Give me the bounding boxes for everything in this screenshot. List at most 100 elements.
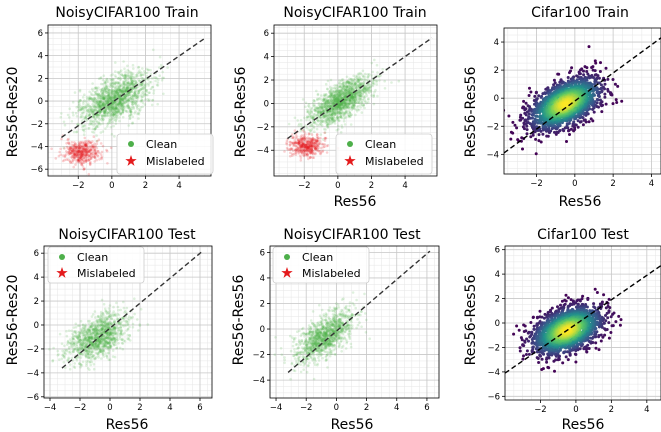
- data-point: [301, 142, 305, 146]
- data-point: [329, 109, 333, 112]
- data-point: [125, 94, 129, 97]
- data-point: [363, 90, 367, 93]
- data-point: [138, 89, 141, 93]
- data-point: [326, 100, 330, 104]
- data-point: [322, 98, 326, 102]
- data-point: [85, 158, 88, 162]
- data-point: [354, 85, 357, 89]
- data-point: [335, 100, 338, 104]
- data-point: [350, 113, 353, 116]
- data-point: [293, 141, 297, 144]
- data-point: [337, 124, 340, 128]
- data-point: [310, 142, 314, 146]
- data-point: [334, 106, 337, 109]
- data-point: [94, 105, 98, 109]
- data-point: [96, 98, 99, 102]
- data-point: [109, 82, 112, 85]
- data-point: [143, 87, 147, 90]
- data-point: [121, 106, 125, 109]
- data-point: [309, 145, 313, 148]
- data-point: [362, 90, 366, 93]
- data-point: [143, 70, 146, 73]
- data-point: [99, 123, 102, 126]
- data-point: [123, 76, 126, 80]
- data-point: [345, 81, 348, 84]
- data-point: [323, 139, 327, 142]
- data-point: [131, 94, 135, 97]
- data-point: [342, 105, 345, 109]
- data-point: [81, 162, 84, 165]
- data-point: [79, 115, 82, 119]
- data-point: [336, 98, 339, 101]
- data-point: [92, 145, 96, 148]
- data-point: [59, 153, 62, 157]
- data-point: [110, 81, 114, 84]
- data-point: [304, 149, 308, 152]
- data-point: [76, 152, 80, 155]
- data-point: [335, 97, 339, 100]
- data-point: [106, 102, 110, 105]
- data-point: [116, 91, 119, 95]
- data-point: [346, 99, 350, 103]
- data-point: [345, 98, 348, 102]
- data-point: [134, 82, 138, 86]
- data-point: [350, 95, 354, 99]
- data-point: [293, 116, 297, 120]
- data-point: [308, 149, 311, 153]
- data-point: [511, 131, 515, 135]
- data-point: [123, 83, 127, 87]
- data-point: [342, 100, 346, 103]
- data-point: [335, 129, 339, 132]
- data-point: [327, 122, 330, 126]
- data-point: [95, 100, 99, 103]
- data-point: [118, 90, 121, 94]
- data-point: [339, 113, 343, 116]
- data-point: [521, 125, 525, 129]
- data-point: [533, 94, 537, 98]
- data-point: [101, 92, 104, 96]
- data-point: [101, 78, 105, 82]
- data-point: [313, 147, 317, 151]
- data-point: [138, 69, 141, 72]
- data-point: [124, 78, 128, 82]
- data-point: [82, 147, 85, 151]
- data-point: [339, 107, 342, 111]
- y-tick-label: −2: [256, 123, 269, 133]
- data-point: [596, 74, 600, 78]
- data-point: [340, 103, 344, 107]
- data-point: [334, 113, 337, 116]
- data-point: [339, 88, 342, 92]
- data-point: [594, 61, 598, 65]
- data-point: [114, 95, 117, 98]
- data-point: [329, 94, 333, 98]
- data-point: [319, 119, 323, 123]
- data-point: [304, 143, 307, 147]
- data-point: [111, 104, 115, 107]
- data-point: [107, 97, 110, 101]
- data-point: [93, 98, 97, 102]
- data-point: [95, 115, 99, 118]
- data-point: [367, 97, 370, 100]
- data-point: [353, 78, 357, 82]
- data-point: [326, 98, 330, 102]
- data-point: [318, 116, 322, 119]
- data-point: [327, 120, 331, 123]
- data-point: [304, 144, 307, 147]
- data-point: [315, 149, 318, 152]
- data-point: [103, 111, 106, 114]
- data-point: [305, 142, 308, 145]
- data-point: [340, 78, 344, 81]
- data-point: [110, 103, 114, 106]
- data-point: [348, 110, 352, 114]
- data-point: [120, 97, 124, 101]
- data-point: [339, 106, 342, 109]
- data-point: [338, 104, 342, 107]
- data-point: [336, 108, 339, 111]
- data-point: [113, 109, 117, 113]
- data-point: [94, 86, 97, 89]
- data-point: [338, 93, 342, 97]
- data-point: [354, 108, 358, 111]
- data-point: [119, 113, 122, 116]
- data-point: [89, 148, 93, 152]
- data-point: [338, 82, 341, 85]
